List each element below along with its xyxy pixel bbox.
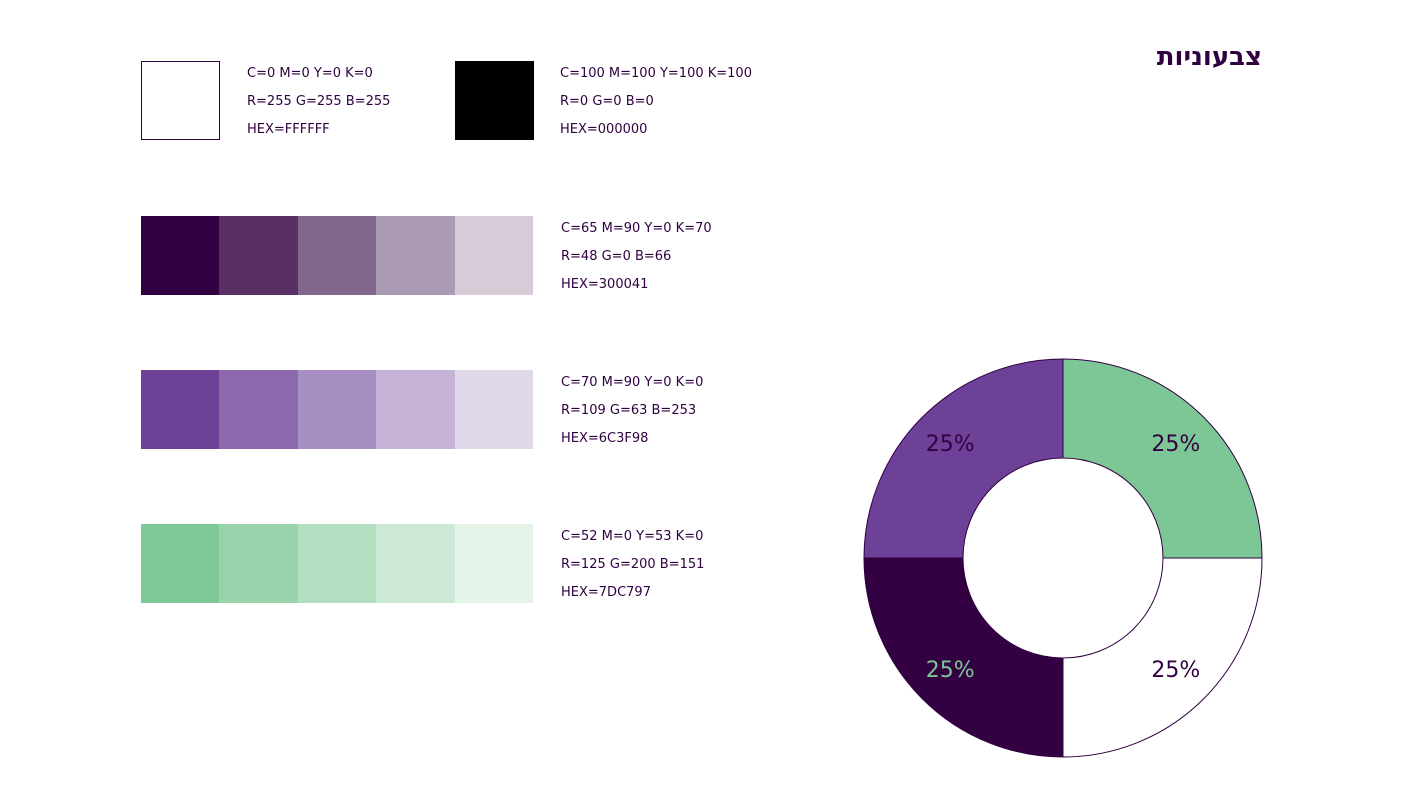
white-rgb: R=255 G=255 B=255 xyxy=(247,94,391,109)
white-spec: C=0 M=0 Y=0 K=0 R=255 G=255 B=255 HEX=FF… xyxy=(247,60,390,144)
green-spec: C=52 M=0 Y=53 K=0 R=125 G=200 B=151 HEX=… xyxy=(561,523,704,607)
dark-purple-shade xyxy=(297,216,377,295)
donut-slice xyxy=(1062,557,1263,758)
black-spec: C=100 M=100 Y=100 K=100 R=0 G=0 B=0 HEX=… xyxy=(560,60,752,144)
green-shade xyxy=(454,524,534,603)
purple-shade xyxy=(454,370,534,449)
donut-slice xyxy=(1062,358,1263,559)
black-cmyk: C=100 M=100 Y=100 K=100 xyxy=(560,66,752,81)
donut-slice-label: 25% xyxy=(1151,432,1200,457)
green-shade xyxy=(297,524,377,603)
white-hex: HEX=FFFFFF xyxy=(247,122,330,137)
page-title: צבעוניות xyxy=(1156,42,1262,72)
dark-purple-hex: HEX=300041 xyxy=(561,277,649,292)
purple-shade xyxy=(219,370,298,449)
dark-purple-shade xyxy=(454,216,534,295)
donut-slice-label: 25% xyxy=(926,658,975,683)
dark-purple-cmyk: C=65 M=90 Y=0 K=70 xyxy=(561,221,712,236)
donut-slice-label: 25% xyxy=(926,432,975,457)
green-rgb: R=125 G=200 B=151 xyxy=(561,557,705,572)
dark-purple-shade xyxy=(376,216,455,295)
donut-slice xyxy=(863,557,1064,758)
black-hex: HEX=000000 xyxy=(560,122,648,137)
purple-shade xyxy=(297,370,377,449)
white-cmyk: C=0 M=0 Y=0 K=0 xyxy=(247,66,373,81)
donut-chart: 25% 25% 25% 25% xyxy=(863,358,1263,758)
dark-purple-spec: C=65 M=90 Y=0 K=70 R=48 G=0 B=66 HEX=300… xyxy=(561,215,712,299)
white-swatch xyxy=(141,61,220,140)
dark-purple-shade xyxy=(219,216,298,295)
purple-cmyk: C=70 M=90 Y=0 K=0 xyxy=(561,375,704,390)
green-shade xyxy=(376,524,455,603)
dark-purple-shade xyxy=(141,216,220,295)
black-rgb: R=0 G=0 B=0 xyxy=(560,94,654,109)
dark-purple-rgb: R=48 G=0 B=66 xyxy=(561,249,672,264)
green-cmyk: C=52 M=0 Y=53 K=0 xyxy=(561,529,704,544)
purple-hex: HEX=6C3F98 xyxy=(561,431,649,446)
green-hex: HEX=7DC797 xyxy=(561,585,651,600)
purple-rgb: R=109 G=63 B=253 xyxy=(561,403,697,418)
donut-slice-label: 25% xyxy=(1151,658,1200,683)
green-shade xyxy=(141,524,220,603)
black-swatch xyxy=(455,61,534,140)
purple-shades xyxy=(141,370,534,449)
purple-spec: C=70 M=90 Y=0 K=0 R=109 G=63 B=253 HEX=6… xyxy=(561,369,703,453)
dark-purple-shades xyxy=(141,216,534,295)
green-shade xyxy=(219,524,298,603)
green-shades xyxy=(141,524,534,603)
purple-shade xyxy=(141,370,220,449)
purple-shade xyxy=(376,370,455,449)
donut-slice xyxy=(863,358,1064,559)
